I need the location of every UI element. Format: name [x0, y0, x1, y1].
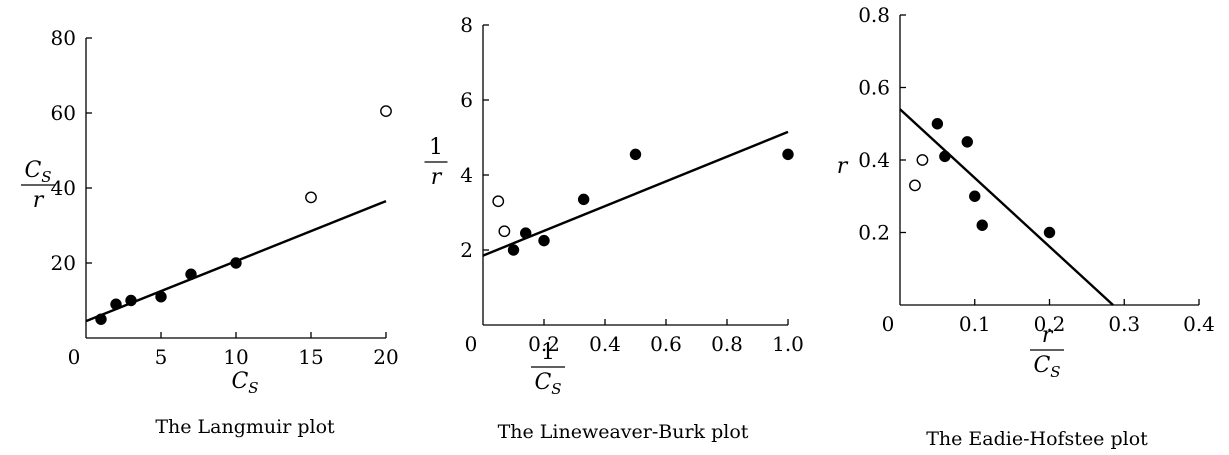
y-tick-label: 8	[460, 13, 473, 37]
x-tick-label: 0.2	[1034, 312, 1066, 336]
x-axis-label-numerator: 1	[541, 340, 555, 365]
filled-data-point	[577, 193, 590, 206]
x-tick-label: 0.8	[711, 332, 743, 356]
filled-data-point	[939, 150, 951, 163]
fit-line	[899, 108, 1114, 306]
y-tick-label: 2	[460, 238, 473, 262]
open-data-point	[492, 195, 505, 208]
x-tick-label: 0.1	[959, 312, 991, 336]
x-tick-label: 0	[465, 332, 478, 356]
x-axis-label: CS	[231, 369, 258, 397]
y-tick-label: 4	[460, 163, 473, 187]
x-axis-label-denominator: CS	[534, 370, 561, 398]
y-axis-label-numerator: 1	[429, 135, 443, 160]
filled-data-point	[1043, 226, 1056, 239]
y-tick-label: 60	[51, 101, 76, 125]
y-axis-label: r	[837, 154, 849, 179]
x-tick-label: 0	[68, 345, 81, 369]
y-tick-label: 0.6	[858, 76, 890, 100]
x-axis-label: r CS	[1030, 323, 1064, 381]
y-tick-label: 0.8	[858, 3, 890, 27]
eadie-hofstee-plot: 0 0.1 0.2 0.3 0.4 0.2 0.4 0.6 0.8 r CS r The Eadie-H…	[837, 3, 1215, 450]
filled-data-point	[538, 234, 550, 247]
open-data-point	[909, 179, 921, 192]
filled-data-point	[976, 219, 988, 231]
x-axis-label: 1 CS	[531, 340, 565, 398]
x-tick-label: 0.3	[1108, 312, 1140, 336]
filled-data-point	[110, 298, 122, 310]
y-axis-label-denominator: r	[431, 165, 443, 190]
filled-data-point	[125, 294, 137, 307]
filled-data-point	[931, 118, 944, 130]
y-axis-label-denominator: r	[33, 188, 45, 213]
x-tick-label: 20	[373, 345, 398, 369]
x-tick-label: 0.4	[1183, 312, 1215, 336]
x-axis-label-denominator: CS	[1033, 353, 1060, 381]
x-tick-label: 0.2	[528, 332, 560, 356]
open-data-point	[305, 191, 317, 204]
x-tick-label: 5	[155, 345, 168, 369]
x-tick-label: 15	[298, 345, 323, 369]
filled-data-point	[629, 148, 642, 161]
y-axis-label-numerator: CS	[24, 158, 51, 186]
y-tick-label: 20	[51, 251, 76, 275]
x-axis-label-numerator: r	[1042, 323, 1054, 348]
filled-data-point	[961, 136, 973, 148]
plot-caption: The Lineweaver-Burk plot	[498, 421, 749, 443]
plot-caption: The Eadie-Hofstee plot	[926, 428, 1148, 450]
plot-caption: The Langmuir plot	[155, 416, 335, 438]
filled-data-point	[969, 190, 981, 202]
y-tick-label: 80	[51, 26, 76, 50]
y-axis-label: 1r	[424, 135, 448, 190]
y-tick-label: 6	[460, 88, 473, 112]
x-tick-label: 1.0	[772, 332, 804, 356]
y-tick-label: 0.4	[858, 148, 890, 172]
y-tick-label: 0.2	[858, 221, 890, 245]
x-tick-label: 0	[882, 312, 895, 336]
open-data-point	[498, 225, 511, 238]
filled-data-point	[782, 148, 794, 161]
x-tick-label: 10	[223, 345, 248, 369]
filled-data-point	[95, 313, 107, 325]
x-tick-label: 0.4	[589, 332, 621, 356]
x-tick-label: 0.6	[650, 332, 682, 356]
filled-data-point	[507, 244, 520, 256]
filled-data-point	[230, 257, 242, 269]
y-axis-label: CSr	[21, 158, 55, 213]
fit-line	[482, 130, 789, 257]
y-tick-label: 40	[51, 176, 76, 200]
filled-data-point	[185, 268, 197, 280]
open-data-point	[380, 105, 392, 118]
filled-data-point	[520, 227, 532, 239]
filled-data-point	[155, 291, 167, 303]
open-data-point	[916, 154, 929, 166]
